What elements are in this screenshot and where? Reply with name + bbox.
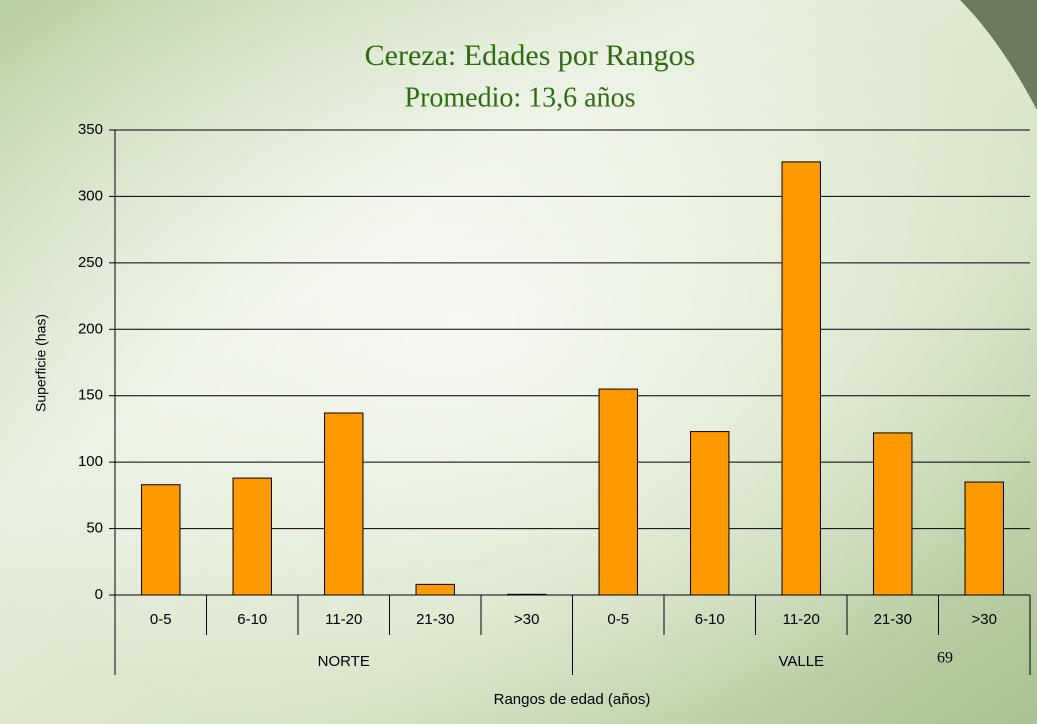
x-tick-label: 11-20 [783, 611, 820, 628]
corner-decoration [960, 0, 1037, 110]
x-tick-label: >30 [514, 611, 539, 628]
x-tick-label: 6-10 [695, 611, 725, 628]
y-axis-label: Superficie (has) [33, 314, 49, 412]
y-tick-label: 100 [78, 453, 103, 470]
x-tick-label: >30 [972, 611, 997, 628]
x-tick-label: 6-10 [237, 611, 267, 628]
y-tick-label: 300 [78, 187, 103, 204]
bar [964, 481, 1004, 596]
bar [781, 161, 821, 596]
x-tick-label: 21-30 [874, 611, 912, 628]
y-tick-label: 150 [78, 387, 103, 404]
bar [324, 412, 364, 596]
page-number: 69 [937, 650, 953, 667]
bar [232, 477, 272, 596]
y-tick-label: 0 [95, 586, 103, 603]
y-tick-label: 50 [86, 520, 103, 537]
group-label: NORTE [318, 653, 370, 670]
y-tick-label: 250 [78, 254, 103, 271]
chart-title: Cereza: Edades por Rangos [365, 39, 696, 72]
bar [873, 432, 913, 596]
bar [598, 388, 638, 596]
x-tick-label: 21-30 [416, 611, 454, 628]
chart-subtitle: Promedio: 13,6 años [405, 82, 636, 113]
x-tick-label: 0-5 [150, 611, 172, 628]
x-tick-label: 11-20 [325, 611, 362, 628]
bar [415, 583, 455, 596]
bar [690, 431, 730, 596]
y-tick-label: 200 [78, 320, 103, 337]
y-tick-label: 350 [78, 121, 103, 138]
bar [141, 484, 181, 596]
x-tick-label: 0-5 [607, 611, 629, 628]
group-label: VALLE [778, 653, 824, 670]
x-axis-label: Rangos de edad (años) [494, 691, 651, 708]
